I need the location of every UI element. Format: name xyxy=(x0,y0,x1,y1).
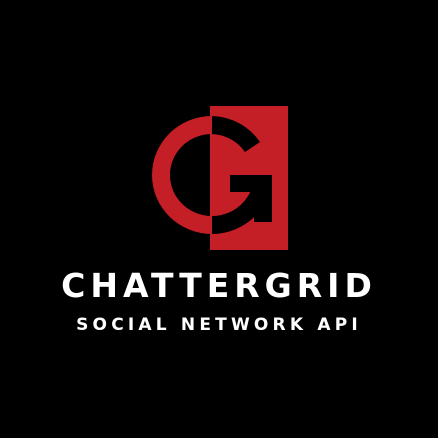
logo-g-left-half xyxy=(152,116,212,234)
brand-tagline: SOCIAL NETWORK API xyxy=(76,315,362,335)
brand-name: CHATTERGRID xyxy=(61,266,377,305)
logo-g-right-half xyxy=(212,116,272,234)
